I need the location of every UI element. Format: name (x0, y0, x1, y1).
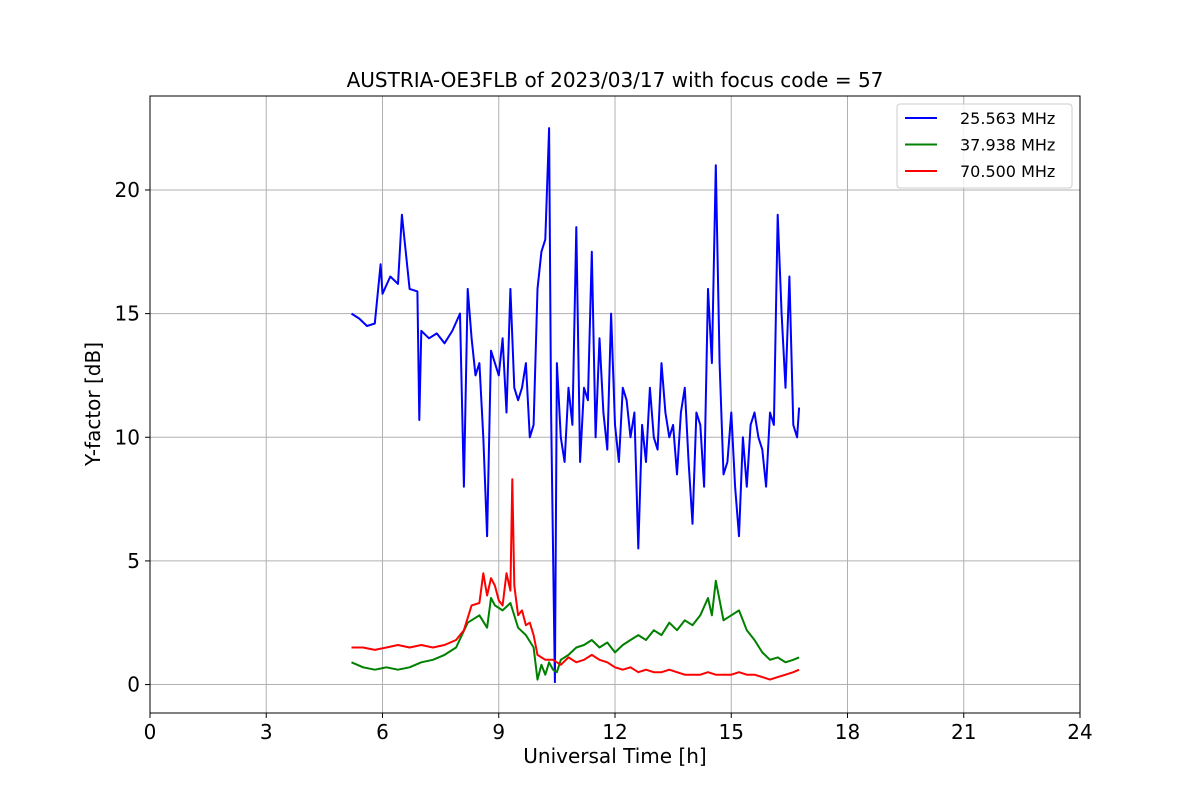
series-line-1 (350, 127, 801, 684)
y-axis-label: Y-factor [dB] (81, 342, 105, 467)
chart-title: AUSTRIA-OE3FLB of 2023/03/17 with focus … (347, 68, 884, 92)
legend: 25.563 MHz 37.938 MHz 70.500 MHz (896, 103, 1073, 189)
y-tick-label: 0 (127, 673, 140, 697)
legend-label-3: 70.500 MHz (960, 162, 1055, 181)
x-tick-label: 24 (1067, 720, 1092, 744)
y-tick-label: 5 (127, 549, 140, 573)
y-tick-label: 15 (115, 302, 140, 326)
y-tick-label: 20 (115, 178, 140, 202)
x-tick-label: 12 (602, 720, 627, 744)
x-tick-label: 0 (144, 720, 157, 744)
x-tick-label: 15 (719, 720, 744, 744)
x-tick-label: 18 (835, 720, 860, 744)
legend-box (896, 103, 1073, 189)
x-tick-label: 9 (492, 720, 505, 744)
x-tick-label: 21 (951, 720, 976, 744)
legend-label-1: 25.563 MHz (960, 109, 1055, 128)
legend-label-2: 37.938 MHz (960, 136, 1055, 155)
series-line-3 (351, 478, 800, 681)
y-tick-label: 10 (115, 425, 140, 449)
series-lines (350, 127, 801, 684)
axis-ticks: 0 3 6 9 12 15 18 21 24 0 5 10 15 20 (115, 178, 1093, 744)
x-axis-label: Universal Time [h] (523, 744, 706, 768)
x-tick-label: 6 (376, 720, 389, 744)
x-tick-label: 3 (260, 720, 273, 744)
